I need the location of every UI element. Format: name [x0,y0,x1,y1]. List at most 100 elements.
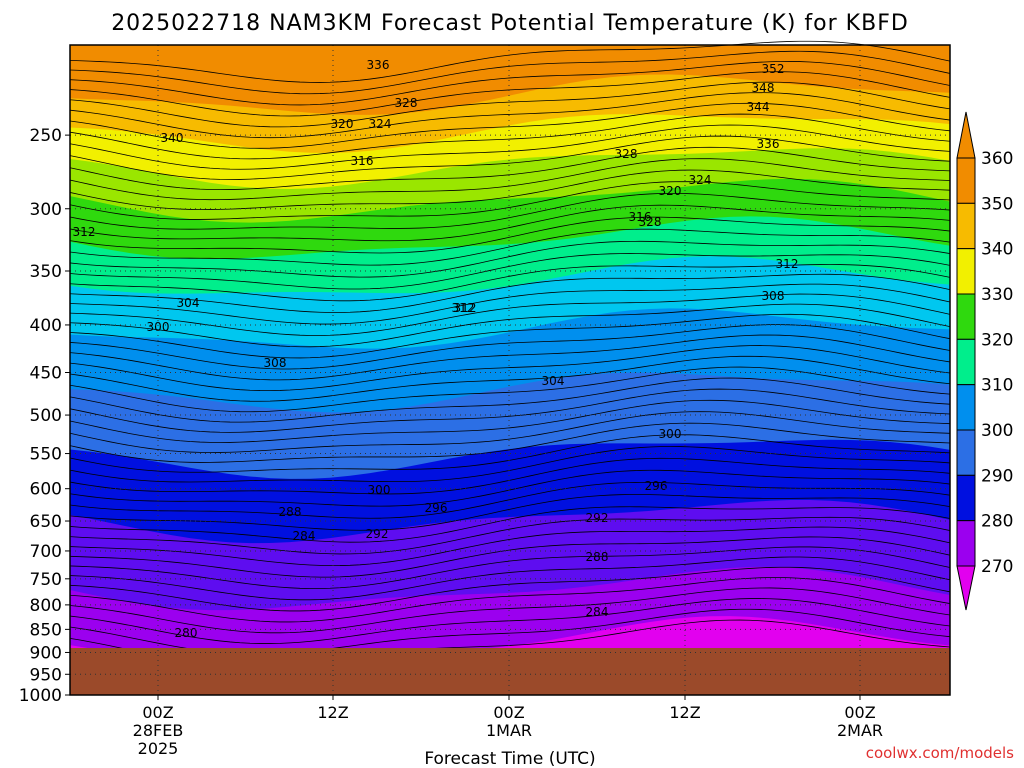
colorbar: 360 350 340 330 320 310 300 290 280 270 [956,111,1013,611]
colorbar-tick-label: 360 [981,149,1013,169]
colorbar-top-arrow [956,111,976,159]
colorbar-bin [956,248,976,295]
contour-line [69,469,951,507]
contour-line [69,411,951,453]
contour-label: 304 [177,296,200,310]
contour-label: 324 [689,173,712,187]
contour-label: 348 [752,81,775,95]
y-tick-label: 900 [30,643,62,663]
contour-line [69,536,951,578]
contour-label: 328 [615,147,638,161]
contour-line [69,273,951,313]
colorbar-tick-label: 350 [981,194,1013,214]
contour-line [69,124,951,170]
contour-line [69,240,951,278]
contour-label: 308 [264,356,287,370]
contour-label: 288 [586,550,609,564]
y-tick-label: 700 [30,542,62,562]
contour-line [69,313,951,359]
contour-line [69,587,951,634]
y-tick-label: 850 [30,620,62,640]
x-tick-label: 00Z [493,703,524,722]
contour-line [69,388,951,433]
colorbar-tick-label: 310 [981,376,1013,396]
contour-line [69,377,951,423]
contour-line [69,345,951,392]
theta-band [70,616,950,656]
colorbar-tick-label: 290 [981,466,1013,486]
contour-label: 328 [395,96,418,110]
contour-line [69,355,951,402]
contour-label: 284 [293,529,316,543]
y-tick-label: 450 [30,364,62,384]
contour-line [69,135,951,180]
contour-line [69,446,951,483]
y-tick-label: 750 [30,570,62,590]
contour-line [69,228,951,266]
colorbar-tick-label: 320 [981,330,1013,350]
colorbar-bin [956,293,976,340]
colorbar-bin [956,474,976,522]
y-tick-label: 1000 [19,686,62,706]
contour-line [69,481,951,519]
contour-line [69,253,951,290]
contour-label: 320 [331,117,354,131]
colorbar-tick-label: 340 [981,240,1013,260]
colorbar-tick-label: 270 [981,557,1013,577]
colorbar-bin [956,429,976,476]
y-tick-label: 300 [30,200,62,220]
contour-line [69,457,951,495]
chart-title: 2025022718 NAM3KM Forecast Potential Tem… [111,11,909,36]
contour-line [69,181,951,220]
contour-line [69,334,951,381]
colorbar-bin [956,202,976,250]
contour-line [69,366,951,413]
contour-label: 304 [542,374,565,388]
contour-line [69,61,951,106]
contour-label: 296 [645,479,668,493]
contour-label: 328 [639,215,662,229]
x-axis-label: Forecast Time (UTC) [424,749,595,768]
contour-line [69,303,951,348]
y-tick-label: 550 [30,445,62,465]
contour-line [69,71,951,117]
contour-label: 316 [629,210,652,224]
contour-line [69,434,951,473]
y-tick-label: 250 [30,126,62,146]
contour-label: 284 [586,605,609,619]
contour-label: 336 [367,58,390,72]
contour-label: 300 [368,483,391,497]
contour-line [69,40,951,83]
contour-line [69,283,951,325]
contour-label: 312 [452,301,475,315]
contour-line [69,526,951,567]
x-tick-label: 00Z [844,703,875,722]
contour-label: 312 [776,257,799,271]
contour-label: 280 [175,626,198,640]
contour-label: 312 [73,225,96,239]
x-tick-label: 00Z [142,703,173,722]
contour-line [69,102,951,149]
contour-label: 288 [279,505,302,519]
contour-line [69,422,951,463]
contour-line [69,399,951,443]
contour-label: 300 [147,320,170,334]
contour-label: 352 [762,62,785,76]
contour-line [69,516,951,555]
contour-line [69,192,951,230]
contour-line [69,577,951,623]
x-tick-label: 28FEB [133,721,184,740]
contour-line [69,169,951,210]
contour-label: 292 [586,511,609,525]
colorbar-tick-label: 280 [981,512,1013,532]
colorbar-tick-label: 330 [981,285,1013,305]
contour-label: 340 [161,131,184,145]
y-tick-label: 650 [30,512,62,532]
contour-label: 344 [747,100,770,114]
contour-line [69,566,951,612]
contour-line [69,146,951,191]
contour-label: 324 [369,117,392,131]
